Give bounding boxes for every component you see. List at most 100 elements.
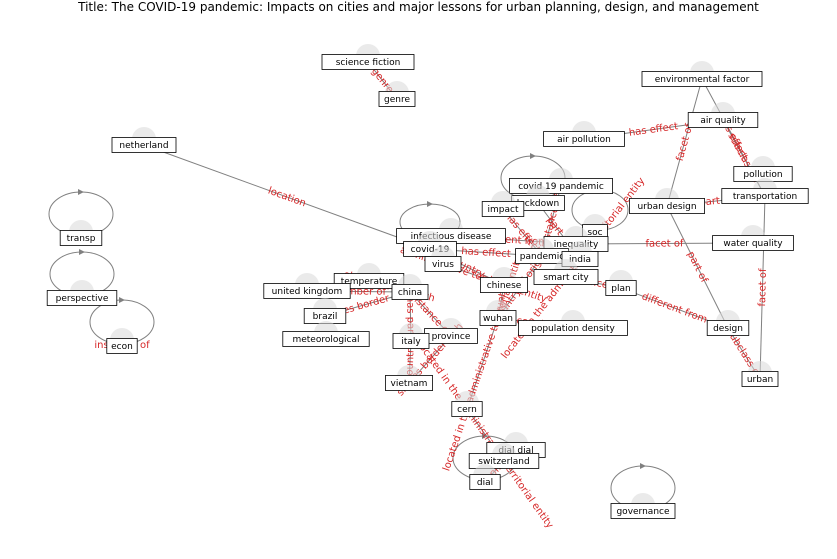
- edge-label: member of: [331, 286, 387, 298]
- edge-netherland-covid19: [143, 144, 431, 250]
- node-label-box: [59, 230, 103, 246]
- node-virus[interactable]: virus: [424, 246, 462, 272]
- node-label-box: [721, 188, 809, 204]
- node-label-box: [263, 283, 351, 299]
- node-label: smart city: [543, 273, 589, 283]
- edge-urban_design-design: [666, 205, 729, 329]
- node-province[interactable]: province: [424, 318, 478, 344]
- node-brazil[interactable]: brazil: [303, 298, 347, 324]
- node-chinese[interactable]: chinese: [479, 267, 528, 293]
- node-infectious-disease[interactable]: infectious disease: [396, 218, 506, 244]
- node-netherland[interactable]: netherland: [111, 127, 177, 153]
- node-label-box: [424, 256, 462, 272]
- node-label: impact: [488, 205, 519, 215]
- edge-label: location: [266, 186, 307, 210]
- node-pollution[interactable]: pollution: [733, 156, 793, 182]
- node-governance[interactable]: governance: [610, 493, 676, 519]
- node-soc[interactable]: soc: [582, 214, 608, 240]
- node-urban-design[interactable]: urban design: [629, 188, 706, 214]
- node-label: pandemic: [520, 252, 564, 262]
- node-label: genre: [384, 95, 410, 105]
- edge-label: facet of: [757, 268, 769, 307]
- node-label: meteorological: [292, 335, 359, 345]
- node-transportation[interactable]: transportation: [721, 178, 809, 204]
- node-label: vietnam: [391, 379, 428, 389]
- node-design[interactable]: design: [706, 310, 750, 336]
- node-pandemic[interactable]: pandemic: [515, 238, 569, 264]
- node-label: virus: [432, 260, 454, 270]
- node-covid19-pandemic[interactable]: covid 19 pandemic: [508, 168, 613, 194]
- node-impact[interactable]: impact: [481, 191, 525, 217]
- node-environmental-factor[interactable]: environmental factor: [641, 61, 763, 87]
- self-loop-arrowhead: [79, 249, 85, 255]
- node-china[interactable]: china: [391, 274, 429, 300]
- node-label: transp: [67, 234, 96, 244]
- node-label: plan: [611, 284, 630, 294]
- node-label-box: [479, 277, 528, 293]
- self-loop-arrowhead: [530, 153, 536, 159]
- node-label: temperature: [341, 277, 398, 287]
- node-label: transportation: [733, 192, 797, 202]
- node-label-box: [641, 71, 763, 87]
- node-label-box: [533, 269, 599, 285]
- node-meteorological[interactable]: meteorological: [282, 321, 370, 347]
- node-label: science fiction: [336, 58, 401, 68]
- node-dial[interactable]: dial: [469, 464, 501, 490]
- page-title: Title: The COVID-19 pandemic: Impacts on…: [78, 0, 759, 14]
- edge-label: different from: [640, 291, 708, 325]
- node-transp[interactable]: transp: [59, 220, 103, 246]
- node-label-box: [469, 474, 501, 490]
- node-label: cern: [457, 405, 477, 415]
- edge-label: part of: [685, 250, 710, 285]
- node-label: pollution: [743, 170, 782, 180]
- node-air-quality[interactable]: air quality: [687, 102, 759, 128]
- node-label: wuhan: [483, 314, 513, 324]
- node-econ[interactable]: econ: [106, 328, 138, 354]
- node-label: covid 19 pandemic: [518, 182, 604, 192]
- node-water-quality[interactable]: water quality: [712, 225, 794, 251]
- node-label-box: [384, 375, 433, 391]
- node-vietnam[interactable]: vietnam: [384, 365, 433, 391]
- node-label-box: [518, 320, 628, 336]
- node-wuhan[interactable]: wuhan: [479, 300, 517, 326]
- node-smart-city[interactable]: smart city: [533, 259, 599, 285]
- node-label: air quality: [700, 116, 746, 126]
- edge-label: has part: [404, 296, 416, 338]
- node-india[interactable]: india: [561, 241, 599, 267]
- node-label-box: [706, 320, 750, 336]
- node-label: dial dial: [498, 446, 533, 456]
- node-cern[interactable]: cern: [451, 391, 483, 417]
- self-loop-arrowhead: [78, 189, 84, 195]
- node-label: air pollution: [557, 135, 611, 145]
- node-label: india: [569, 255, 591, 265]
- node-air-pollution[interactable]: air pollution: [543, 121, 625, 147]
- self-loop-arrowhead: [427, 201, 433, 207]
- edge-label: has effect: [461, 246, 511, 260]
- node-lockdown[interactable]: lockdown: [511, 185, 565, 211]
- node-label-box: [111, 137, 177, 153]
- node-label-box: [629, 198, 706, 214]
- node-temperature[interactable]: temperature: [333, 263, 405, 289]
- node-genre[interactable]: genre: [378, 81, 416, 107]
- self-loop-arrowhead: [119, 297, 125, 303]
- node-science-fiction[interactable]: science fiction: [321, 44, 415, 70]
- node-plan[interactable]: plan: [605, 270, 637, 296]
- node-label-box: [687, 112, 759, 128]
- node-label: soc: [587, 228, 602, 238]
- node-population-density[interactable]: population density: [518, 310, 628, 336]
- node-label: covid-19: [411, 245, 450, 255]
- node-label-box: [106, 338, 138, 354]
- node-italy[interactable]: italy: [392, 323, 430, 349]
- edge-transportation-urban: [757, 195, 766, 380]
- node-label-box: [605, 280, 637, 296]
- node-perspective[interactable]: perspective: [46, 280, 118, 306]
- node-label-box: [321, 54, 415, 70]
- node-urban[interactable]: urban: [741, 361, 779, 387]
- node-united-kingdom[interactable]: united kingdom: [263, 273, 351, 299]
- node-label: chinese: [487, 281, 522, 291]
- node-label: urban design: [637, 202, 696, 212]
- node-label-box: [712, 235, 794, 251]
- edge-label: facet of: [645, 238, 684, 249]
- node-label: econ: [111, 342, 133, 352]
